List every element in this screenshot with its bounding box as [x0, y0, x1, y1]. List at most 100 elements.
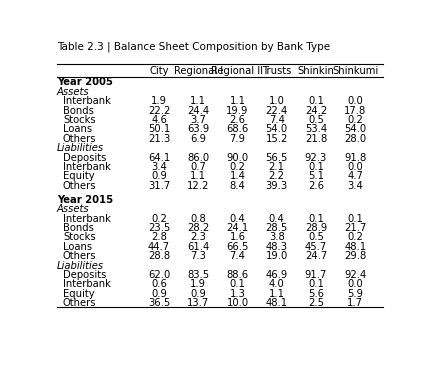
- Text: 90.0: 90.0: [227, 152, 248, 162]
- Text: 22.4: 22.4: [266, 105, 288, 115]
- Text: 50.1: 50.1: [148, 124, 170, 134]
- Text: 1.7: 1.7: [347, 298, 363, 308]
- Text: 0.2: 0.2: [347, 232, 363, 242]
- Text: 1.1: 1.1: [190, 96, 206, 106]
- Text: 68.6: 68.6: [227, 124, 249, 134]
- Text: 0.5: 0.5: [308, 232, 324, 242]
- Text: 56.5: 56.5: [266, 152, 288, 162]
- Text: 0.1: 0.1: [308, 162, 324, 172]
- Text: 0.1: 0.1: [308, 279, 324, 289]
- Text: Others: Others: [63, 298, 97, 308]
- Text: Interbank: Interbank: [63, 162, 111, 172]
- Text: 2.6: 2.6: [308, 181, 324, 191]
- Text: 83.5: 83.5: [187, 270, 209, 280]
- Text: Interbank: Interbank: [63, 96, 111, 106]
- Text: 7.3: 7.3: [190, 251, 206, 261]
- Text: 0.5: 0.5: [308, 115, 324, 125]
- Text: 13.7: 13.7: [187, 298, 209, 308]
- Text: 45.7: 45.7: [305, 242, 327, 252]
- Text: Interbank: Interbank: [63, 279, 111, 289]
- Text: 54.0: 54.0: [344, 124, 366, 134]
- Text: 17.8: 17.8: [344, 105, 366, 115]
- Text: 1.4: 1.4: [230, 171, 245, 181]
- Text: 63.9: 63.9: [187, 124, 209, 134]
- Text: 0.0: 0.0: [347, 96, 363, 106]
- Text: 0.1: 0.1: [308, 213, 324, 223]
- Text: 24.2: 24.2: [305, 105, 327, 115]
- Text: Interbank: Interbank: [63, 213, 111, 223]
- Text: 0.2: 0.2: [151, 213, 167, 223]
- Text: Assets: Assets: [57, 87, 90, 97]
- Text: 64.1: 64.1: [148, 152, 170, 162]
- Text: 22.2: 22.2: [148, 105, 170, 115]
- Text: 0.4: 0.4: [230, 213, 245, 223]
- Text: 7.4: 7.4: [230, 251, 245, 261]
- Text: Others: Others: [63, 181, 97, 191]
- Text: 46.9: 46.9: [266, 270, 288, 280]
- Text: Year 2015: Year 2015: [57, 195, 113, 205]
- Text: 12.2: 12.2: [187, 181, 209, 191]
- Text: 1.1: 1.1: [190, 171, 206, 181]
- Text: 4.7: 4.7: [347, 171, 363, 181]
- Text: 66.5: 66.5: [226, 242, 249, 252]
- Text: 1.9: 1.9: [190, 279, 206, 289]
- Text: Regional II: Regional II: [211, 66, 263, 76]
- Text: Stocks: Stocks: [63, 232, 96, 242]
- Text: Equity: Equity: [63, 171, 94, 181]
- Text: 0.2: 0.2: [347, 115, 363, 125]
- Text: 0.4: 0.4: [269, 213, 284, 223]
- Text: 0.9: 0.9: [151, 289, 167, 299]
- Text: 54.0: 54.0: [266, 124, 288, 134]
- Text: 2.6: 2.6: [230, 115, 245, 125]
- Text: Deposits: Deposits: [63, 270, 106, 280]
- Text: 24.4: 24.4: [187, 105, 209, 115]
- Text: 6.9: 6.9: [190, 134, 206, 144]
- Text: 28.0: 28.0: [344, 134, 366, 144]
- Text: 62.0: 62.0: [148, 270, 170, 280]
- Text: Bonds: Bonds: [63, 105, 94, 115]
- Text: 91.7: 91.7: [305, 270, 327, 280]
- Text: 0.8: 0.8: [190, 213, 206, 223]
- Text: 61.4: 61.4: [187, 242, 209, 252]
- Text: 5.1: 5.1: [308, 171, 324, 181]
- Text: 23.5: 23.5: [148, 223, 170, 233]
- Text: Stocks: Stocks: [63, 115, 96, 125]
- Text: 24.7: 24.7: [305, 251, 327, 261]
- Text: 31.7: 31.7: [148, 181, 170, 191]
- Text: 4.6: 4.6: [151, 115, 167, 125]
- Text: Liabilities: Liabilities: [57, 260, 104, 270]
- Text: 0.0: 0.0: [347, 162, 363, 172]
- Text: 21.8: 21.8: [305, 134, 327, 144]
- Text: 2.8: 2.8: [151, 232, 167, 242]
- Text: 5.6: 5.6: [308, 289, 324, 299]
- Text: 1.6: 1.6: [230, 232, 245, 242]
- Text: 1.1: 1.1: [230, 96, 245, 106]
- Text: 4.0: 4.0: [269, 279, 284, 289]
- Text: Regional I: Regional I: [174, 66, 223, 76]
- Text: 10.0: 10.0: [227, 298, 248, 308]
- Text: 88.6: 88.6: [227, 270, 248, 280]
- Text: 8.4: 8.4: [230, 181, 245, 191]
- Text: Liabilities: Liabilities: [57, 143, 104, 153]
- Text: 92.3: 92.3: [305, 152, 327, 162]
- Text: Loans: Loans: [63, 124, 92, 134]
- Text: 3.8: 3.8: [269, 232, 284, 242]
- Text: 1.9: 1.9: [151, 96, 167, 106]
- Text: 3.4: 3.4: [151, 162, 167, 172]
- Text: 21.7: 21.7: [344, 223, 366, 233]
- Text: Shinkin: Shinkin: [297, 66, 334, 76]
- Text: 29.8: 29.8: [344, 251, 366, 261]
- Text: Equity: Equity: [63, 289, 94, 299]
- Text: 0.1: 0.1: [308, 96, 324, 106]
- Text: 2.2: 2.2: [269, 171, 285, 181]
- Text: 86.0: 86.0: [187, 152, 209, 162]
- Text: 0.6: 0.6: [151, 279, 167, 289]
- Text: City: City: [149, 66, 169, 76]
- Text: 0.9: 0.9: [190, 289, 206, 299]
- Text: 7.4: 7.4: [269, 115, 285, 125]
- Text: 21.3: 21.3: [148, 134, 170, 144]
- Text: 3.7: 3.7: [190, 115, 206, 125]
- Text: 0.2: 0.2: [230, 162, 245, 172]
- Text: 0.9: 0.9: [151, 171, 167, 181]
- Text: 19.9: 19.9: [226, 105, 249, 115]
